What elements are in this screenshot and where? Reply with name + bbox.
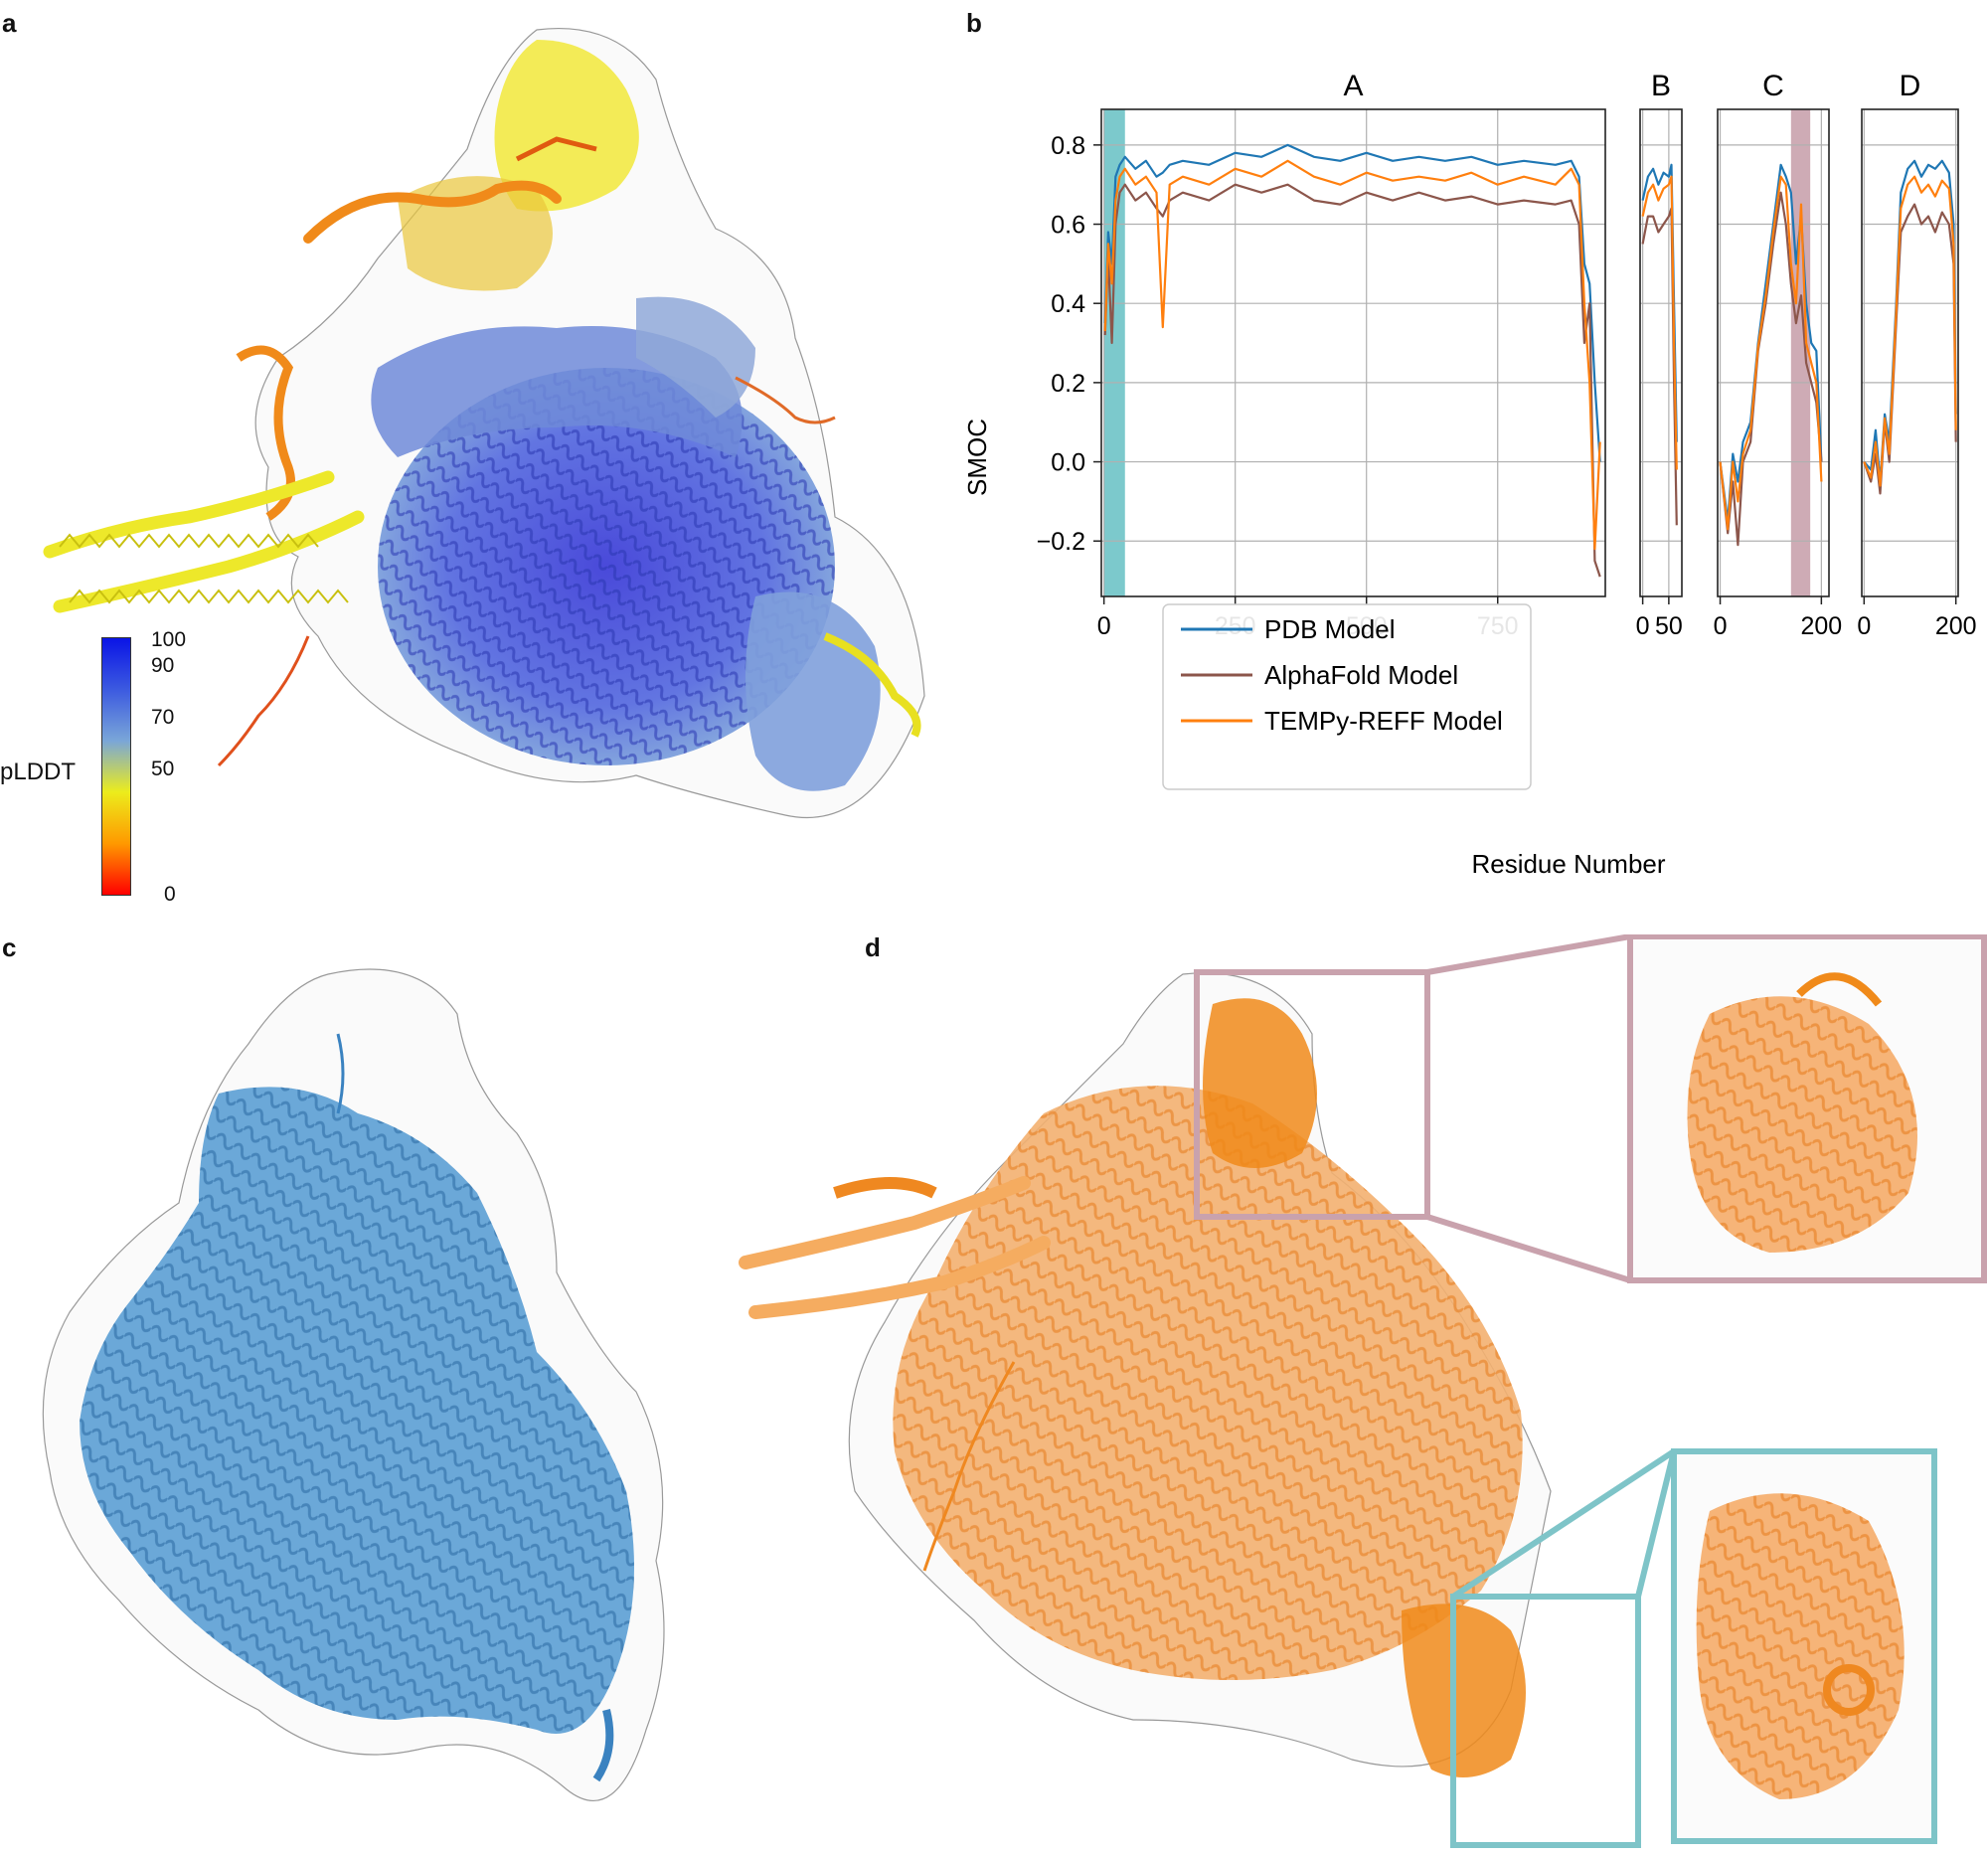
zoom-box-teal-small	[1450, 1594, 1641, 1848]
x-tick-label-C-1: 200	[1801, 612, 1843, 640]
legend-label-tempy: TEMPy-REFF Model	[1264, 706, 1503, 736]
y-tick-label-1: 0.0	[1051, 449, 1085, 477]
x-tick-label-D-0: 0	[1857, 612, 1871, 640]
y-tick-label-2: 0.2	[1051, 370, 1085, 398]
subplot-title-D: D	[1900, 70, 1921, 102]
series-A-alphafold	[1103, 183, 1601, 578]
series-D-tempy-reff	[1863, 175, 1957, 487]
colorbar-tick-90: 90	[151, 654, 175, 677]
subplot-B: B 0 50	[1636, 70, 1683, 640]
zoom-inset-teal	[1671, 1448, 1937, 1844]
panel-label-d: d	[865, 932, 881, 962]
y-tick-label-5: 0.8	[1051, 132, 1085, 160]
x-tick-label-B-0: 0	[1636, 612, 1650, 640]
series-C-alphafold	[1719, 191, 1823, 547]
panel-label-a: a	[2, 8, 17, 38]
subplot-A: A0250500750−0.20.00.20.40.60.8	[1037, 70, 1606, 640]
colorbar-tick-0: 0	[164, 883, 176, 906]
panel-a-structure	[43, 27, 925, 819]
x-tick-label-B-1: 50	[1655, 612, 1683, 640]
series-A-pdb	[1103, 143, 1601, 462]
y-axis-label: SMOC	[962, 419, 992, 496]
series-B-tempy-reff	[1641, 175, 1678, 470]
axes-frame-D	[1861, 108, 1959, 597]
legend: PDB Model AlphaFold Model TEMPy-REFF Mod…	[1162, 603, 1532, 790]
x-axis-label: Residue Number	[1471, 849, 1665, 879]
disordered-helix-top	[303, 180, 562, 244]
panel-label-c: c	[2, 932, 17, 962]
legend-label-pdb: PDB Model	[1264, 614, 1396, 644]
subplot-D: D 0 200	[1857, 70, 1976, 640]
panel-label-b: b	[966, 8, 982, 38]
colorbar-label: pLDDT	[0, 759, 77, 785]
panel-d-tempy-structure	[739, 934, 1987, 1848]
y-tick-label-4: 0.6	[1051, 212, 1085, 240]
zoom-inset-pink	[1627, 934, 1987, 1283]
highlight-band-A	[1103, 109, 1125, 596]
axes-frame-C	[1717, 108, 1830, 597]
y-tick-label-0: −0.2	[1037, 528, 1085, 556]
subplot-title-C: C	[1762, 70, 1784, 102]
smoc-chart: SMOC Residue Number A0250500750−0.20.00.…	[962, 70, 1977, 879]
panel-c-pdb-structure	[42, 968, 665, 1801]
plddt-colorbar	[101, 637, 131, 896]
x-tick-label-D-1: 200	[1935, 612, 1977, 640]
colorbar-tick-70: 70	[151, 706, 175, 729]
series-C-pdb	[1719, 163, 1823, 523]
subplot-title-A: A	[1343, 70, 1363, 102]
series-D-pdb	[1863, 159, 1957, 483]
x-tick-label-A-0: 0	[1097, 612, 1111, 640]
zoom-box-pink-small	[1194, 969, 1430, 1220]
y-tick-label-3: 0.4	[1051, 290, 1085, 318]
series-C-tempy-reff	[1719, 175, 1823, 531]
axes-frame-B	[1639, 108, 1683, 597]
series-A-tempy-reff	[1103, 159, 1601, 551]
legend-label-alphafold: AlphaFold Model	[1264, 660, 1458, 690]
axes-frame-A	[1100, 108, 1606, 597]
colorbar-tick-50: 50	[151, 758, 175, 780]
subplot-title-B: B	[1651, 70, 1671, 102]
x-tick-label-C-0: 0	[1714, 612, 1728, 640]
highlight-band-C	[1790, 109, 1811, 596]
subplot-C: C 0 200	[1714, 70, 1843, 640]
low-confidence-domain	[494, 40, 639, 212]
colorbar-tick-100: 100	[151, 628, 187, 651]
top-domain	[1203, 998, 1317, 1168]
